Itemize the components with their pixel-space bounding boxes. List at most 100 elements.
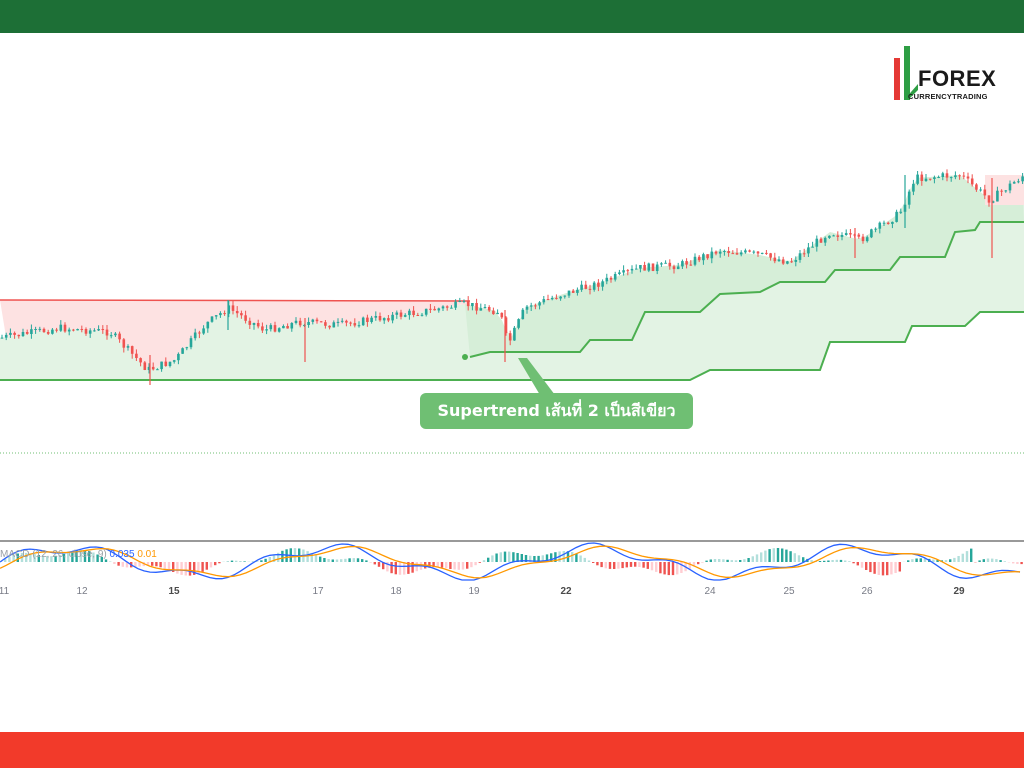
candle bbox=[143, 361, 147, 371]
macd-histogram-bar bbox=[772, 548, 775, 562]
candle bbox=[248, 317, 252, 329]
candle bbox=[962, 172, 966, 180]
macd-histogram-bar bbox=[907, 560, 910, 562]
macd-histogram-bar bbox=[604, 562, 607, 569]
macd-histogram-bar bbox=[373, 562, 376, 565]
candle bbox=[899, 208, 903, 214]
date-tick-label: 19 bbox=[468, 586, 480, 597]
candle bbox=[445, 305, 449, 311]
candle bbox=[836, 231, 840, 241]
macd-histogram-bar bbox=[474, 562, 477, 566]
candle bbox=[571, 289, 575, 293]
macd-histogram-bar bbox=[936, 560, 939, 562]
candle bbox=[781, 256, 785, 265]
candle bbox=[164, 357, 168, 367]
candle bbox=[987, 195, 991, 207]
candle bbox=[605, 273, 609, 285]
macd-histogram-bar bbox=[125, 562, 129, 568]
candle bbox=[466, 296, 470, 311]
macd-histogram-bar bbox=[205, 562, 208, 570]
macd-histogram-bar bbox=[529, 555, 532, 562]
macd-histogram-bar bbox=[167, 562, 171, 571]
macd-histogram-bar bbox=[344, 558, 347, 562]
macd-line bbox=[0, 542, 1021, 581]
candle bbox=[538, 301, 541, 310]
date-tick-label: 22 bbox=[560, 586, 572, 597]
candle bbox=[584, 280, 588, 290]
macd-histogram-bar bbox=[470, 562, 473, 568]
macd-histogram-bar bbox=[600, 562, 603, 568]
candle bbox=[597, 279, 600, 292]
macd-histogram-bar bbox=[146, 562, 150, 566]
macd-histogram-bar bbox=[751, 556, 754, 562]
date-tick-label: 29 bbox=[953, 586, 965, 597]
candle bbox=[114, 332, 117, 337]
macd-histogram-bar bbox=[827, 560, 830, 562]
candle bbox=[634, 264, 638, 270]
macd-histogram-bar bbox=[180, 562, 183, 575]
macd-histogram-bar bbox=[537, 555, 540, 562]
macd-histogram-bar bbox=[230, 560, 234, 562]
candle bbox=[865, 235, 869, 243]
macd-histogram-bar bbox=[356, 558, 360, 562]
macd-histogram-bar bbox=[176, 562, 179, 574]
macd-legend: MACD (12, 26, close, 9) 0.035 0.01 bbox=[0, 549, 157, 560]
candle bbox=[462, 299, 466, 304]
macd-histogram-bar bbox=[226, 561, 229, 562]
candle bbox=[34, 326, 37, 334]
macd-histogram-bar bbox=[487, 557, 490, 562]
macd-histogram-bar bbox=[75, 550, 78, 562]
macd-histogram-bar bbox=[67, 552, 70, 562]
candle bbox=[769, 252, 772, 261]
date-tick-label: 15 bbox=[168, 586, 180, 597]
macd-histogram-bar bbox=[865, 562, 868, 570]
candle bbox=[97, 325, 100, 331]
macd-histogram-bar bbox=[596, 562, 599, 566]
macd-histogram-bar bbox=[272, 554, 276, 562]
macd-histogram-bar bbox=[445, 562, 448, 569]
macd-histogram-bar bbox=[100, 556, 103, 562]
macd-histogram-bar bbox=[646, 562, 649, 569]
supertrend-1-green-line bbox=[0, 311, 1024, 381]
macd-histogram-bar bbox=[386, 562, 389, 572]
candle bbox=[580, 280, 583, 292]
logo-mark-icon bbox=[894, 46, 918, 100]
candle bbox=[202, 325, 205, 335]
candle bbox=[546, 294, 550, 301]
candle bbox=[1004, 190, 1008, 193]
candle bbox=[790, 258, 793, 263]
macd-histogram-bar bbox=[243, 561, 246, 562]
macd-histogram-bar bbox=[1012, 562, 1015, 564]
candle bbox=[13, 331, 16, 339]
macd-histogram-bar bbox=[831, 560, 834, 562]
macd-histogram-bar bbox=[818, 561, 822, 562]
candle bbox=[370, 315, 373, 324]
macd-histogram-bar bbox=[768, 549, 771, 562]
macd-histogram-bar bbox=[835, 559, 838, 562]
candle bbox=[748, 249, 751, 253]
candle bbox=[651, 263, 655, 272]
macd-histogram-bar bbox=[478, 562, 481, 563]
macd-histogram-bar bbox=[499, 552, 502, 562]
candle bbox=[1008, 180, 1012, 194]
macd-histogram-bar bbox=[545, 554, 549, 562]
macd-histogram-bar bbox=[138, 562, 141, 567]
candle bbox=[878, 221, 882, 234]
candle bbox=[752, 250, 756, 255]
macd-histogram-bar bbox=[793, 553, 796, 562]
macd-histogram-bar bbox=[457, 562, 460, 570]
macd-histogram-bar bbox=[692, 562, 696, 567]
macd-histogram-bar bbox=[323, 558, 326, 562]
candle bbox=[290, 322, 294, 332]
candle bbox=[613, 271, 617, 282]
candle bbox=[874, 227, 877, 233]
macd-histogram-bar bbox=[327, 559, 330, 562]
candle bbox=[1021, 173, 1024, 184]
candle bbox=[588, 284, 592, 295]
macd-histogram-bar bbox=[37, 555, 40, 562]
macd-histogram-bar bbox=[579, 555, 582, 562]
candle bbox=[954, 171, 957, 180]
candle bbox=[945, 169, 949, 182]
candle bbox=[819, 237, 823, 243]
macd-histogram-bar bbox=[659, 562, 662, 574]
